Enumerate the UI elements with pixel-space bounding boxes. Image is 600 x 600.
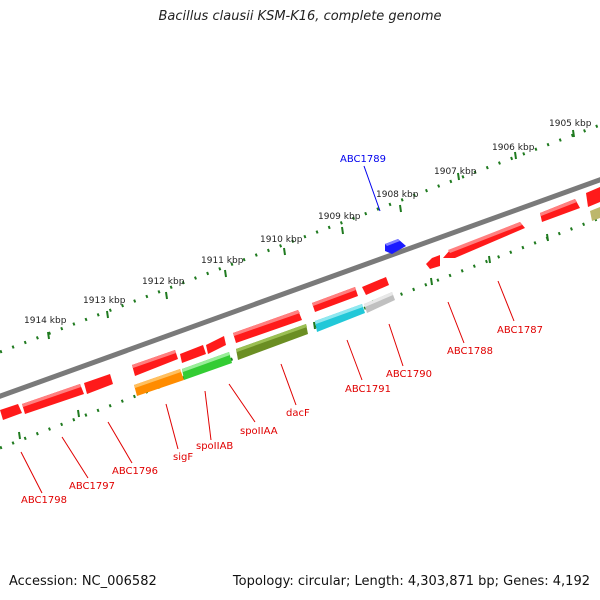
gene-label-sigF[interactable]: sigF [173,452,193,463]
tick-label: 1911 kbp [201,256,244,266]
gene-labels: ABC1789 ABC1787 ABC1788 ABC1790 ABC1791 … [21,154,543,506]
gene-ABC1798[interactable] [0,404,22,420]
gene-red-left-mid[interactable] [132,350,178,376]
tick-label: 1914 kbp [24,316,67,326]
leader-lines [20,165,515,494]
accession-info: Accession: NC_006582 [9,574,157,589]
tick-label: 1910 kbp [260,235,303,245]
topology-info: Topology: circular; Length: 4,303,871 bp… [232,574,590,589]
gene-ABC1787[interactable] [443,222,525,258]
gene-ABC1791[interactable] [315,304,365,332]
gene-spoIIAA[interactable] [180,336,226,363]
gene-label-ABC1789[interactable]: ABC1789 [340,154,386,165]
map-title: Bacillus clausii KSM-K16, complete genom… [158,9,442,24]
gene-red-dacF-above[interactable] [233,310,302,343]
gene-ABC1790[interactable] [364,292,395,313]
tick-label: 1913 kbp [83,296,126,306]
gene-label-ABC1791[interactable]: ABC1791 [345,384,391,395]
tick-label: 1907 kbp [434,167,477,177]
tick-label: 1905 kbp [549,119,592,129]
genome-backbone [0,177,600,399]
gene-ABC1788-small[interactable] [426,255,440,269]
tick-label: 1912 kbp [142,277,185,287]
gene-sigF[interactable] [134,369,184,396]
gene-label-ABC1788[interactable]: ABC1788 [447,346,493,357]
major-ticks-upper [47,129,575,340]
gene-label-dacF[interactable]: dacF [286,408,310,419]
gene-label-spoIIAA[interactable]: spoIIAA [240,426,278,437]
gene-ABC1789[interactable] [385,239,406,254]
gene-right-edge-red[interactable] [540,187,600,222]
gene-label-ABC1798[interactable]: ABC1798 [21,495,67,506]
gene-label-ABC1787[interactable]: ABC1787 [497,325,543,336]
tick-label: 1909 kbp [318,212,361,222]
gene-label-spoIIAB[interactable]: spoIIAB [196,441,233,452]
gene-spoIIAB[interactable] [182,352,232,380]
tick-label: 1906 kbp [492,143,535,153]
gene-label-ABC1797[interactable]: ABC1797 [69,481,115,492]
scale-track-upper [0,123,600,354]
gene-ABC1796[interactable] [84,374,113,394]
tick-label: 1908 kbp [376,190,419,200]
gene-label-ABC1796[interactable]: ABC1796 [112,466,158,477]
gene-ABC1797[interactable] [22,384,84,414]
gene-label-ABC1790[interactable]: ABC1790 [386,369,432,380]
gene-dacF[interactable] [236,324,308,360]
gene-red-upper-mid[interactable] [312,277,389,312]
scale-ticks: 1905 kbp 1906 kbp 1907 kbp 1908 kbp 1909… [24,119,592,326]
